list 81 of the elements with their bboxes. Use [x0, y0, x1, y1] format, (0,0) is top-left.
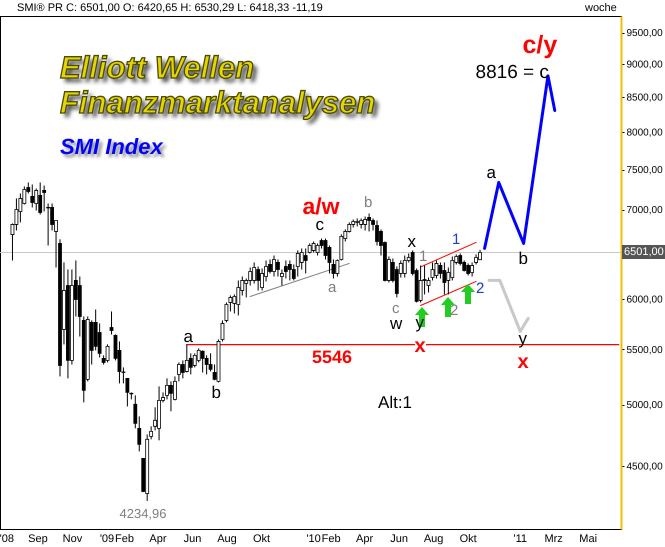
x-tick-label: Feb: [322, 533, 341, 545]
annotation: w: [390, 314, 402, 332]
text: SMI® PR C: 6501,00 O: 6420,65 H: 6530,29 L: 6418,33 -11,19: [17, 2, 323, 14]
x-tick-label: Jun: [184, 533, 202, 545]
y-tick-label: 5500,00: [626, 344, 664, 356]
x-tick-label: Mrz: [544, 533, 563, 545]
annotation: y: [518, 328, 527, 348]
annotation: b: [518, 248, 528, 268]
candlestick: [434, 260, 438, 279]
candlestick: [308, 242, 312, 254]
x-tick-label: '11: [513, 533, 527, 545]
candlestick: [359, 218, 364, 229]
annotation: 1: [419, 248, 428, 264]
ref-line-label: 6501,00: [622, 245, 665, 260]
x-tick-label: Okt: [252, 533, 270, 545]
y-tick-label: 9000,00: [626, 59, 664, 70]
annotation: 1: [452, 230, 460, 248]
annotation: b: [212, 382, 221, 402]
annotation: c/y: [522, 30, 558, 58]
annotation: 2: [476, 280, 484, 296]
y-tick-label: 6000,00: [626, 294, 664, 306]
x-tick-label: Okt: [460, 533, 477, 545]
annotation: b: [364, 194, 372, 210]
annotation: 4234,96: [120, 506, 166, 520]
x-tick-label: Aug: [217, 533, 237, 545]
candlestick: [304, 248, 308, 274]
y-tick-label: 5000,00: [626, 400, 664, 412]
x-tick-label: '09: [100, 533, 114, 545]
candlestick: [288, 260, 292, 281]
candlestick: [363, 216, 368, 231]
candlestick: [236, 280, 240, 316]
y-tick-label: 7000,00: [626, 205, 664, 216]
candlestick: [312, 240, 316, 253]
candlestick: [110, 310, 114, 335]
x-tick-label: Sep: [28, 533, 48, 545]
candlestick: [272, 255, 276, 278]
candlestick: [402, 255, 407, 278]
x-tick-label: Aug: [424, 533, 444, 545]
x-tick-label: Nov: [62, 533, 83, 545]
text: SMI Index: [60, 134, 163, 159]
y-tick-label: 8500,00: [626, 92, 664, 104]
annotation: 5546: [312, 347, 352, 367]
candlestick: [204, 354, 209, 375]
candlestick: [442, 262, 446, 295]
candlestick: [316, 242, 320, 256]
y-tick-label: 8000,00: [626, 128, 664, 139]
candlestick: [169, 380, 173, 412]
x-tick-label: Feb: [115, 533, 134, 545]
x-tick-label: Mai: [579, 533, 598, 545]
candlestick: [30, 184, 34, 208]
annotation: c: [392, 300, 400, 316]
candlestick: [296, 250, 300, 278]
annotation: x: [414, 335, 426, 357]
candlestick: [180, 360, 185, 379]
x-tick-label: Jun: [390, 533, 408, 545]
candlestick: [42, 185, 46, 212]
x-tick-label: '08: [0, 533, 14, 545]
y-tick-label: 9500,00: [626, 28, 664, 40]
candlestick: [466, 262, 470, 276]
x-tick-label: '10: [306, 533, 321, 545]
annotation: a: [486, 162, 496, 182]
annotation: 8816 = c: [476, 62, 549, 82]
text: Elliott Wellen Finanzmarktanalysen: [60, 50, 376, 120]
text: woche: [585, 2, 617, 14]
candlestick: [248, 266, 252, 286]
candlestick: [106, 344, 110, 363]
candlestick: [367, 213, 371, 232]
candlestick: [256, 266, 260, 291]
candlestick: [418, 264, 423, 303]
annotation: a: [328, 278, 336, 296]
x-tick-label: Apr: [356, 533, 374, 545]
y-tick-label: 7500,00: [626, 165, 664, 176]
y-tick-label: 4500,00: [626, 461, 664, 472]
annotation: x: [518, 351, 529, 373]
candlestick: [478, 249, 482, 260]
candlestick: [200, 350, 205, 373]
annotation: Alt:1: [378, 392, 412, 412]
x-tick-label: Apr: [149, 533, 167, 545]
annotation: x: [408, 232, 416, 250]
annotation: a: [184, 326, 193, 346]
candlestick: [38, 182, 42, 216]
